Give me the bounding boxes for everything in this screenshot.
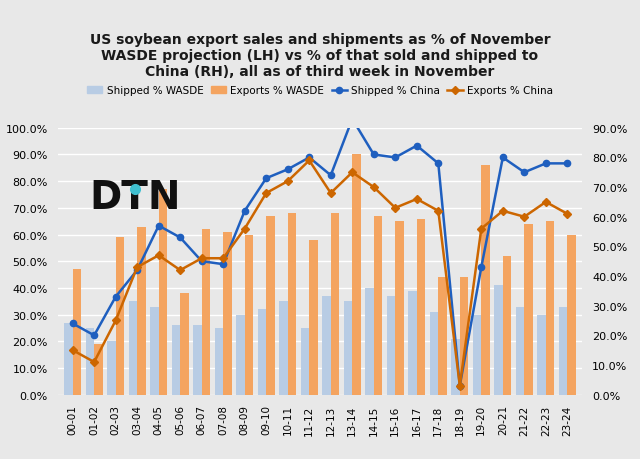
- Bar: [214, 328, 223, 395]
- Bar: [129, 302, 137, 395]
- Bar: [202, 230, 211, 395]
- Bar: [429, 312, 438, 395]
- Bar: [116, 238, 124, 395]
- Bar: [524, 224, 533, 395]
- Bar: [301, 328, 309, 395]
- Text: DTN: DTN: [89, 179, 180, 216]
- Bar: [374, 216, 382, 395]
- Bar: [537, 315, 546, 395]
- Bar: [438, 278, 447, 395]
- Bar: [137, 227, 146, 395]
- Bar: [64, 323, 73, 395]
- Bar: [408, 291, 417, 395]
- Bar: [387, 296, 396, 395]
- Bar: [352, 155, 361, 395]
- Bar: [86, 328, 94, 395]
- Bar: [266, 216, 275, 395]
- Bar: [279, 302, 288, 395]
- Bar: [309, 241, 318, 395]
- Bar: [559, 307, 567, 395]
- Bar: [460, 278, 468, 395]
- Bar: [288, 214, 296, 395]
- Bar: [331, 214, 339, 395]
- Bar: [417, 219, 426, 395]
- Bar: [107, 341, 116, 395]
- Bar: [396, 222, 404, 395]
- Bar: [193, 325, 202, 395]
- Bar: [223, 232, 232, 395]
- Bar: [180, 294, 189, 395]
- Bar: [481, 166, 490, 395]
- Bar: [365, 288, 374, 395]
- Bar: [516, 307, 524, 395]
- Bar: [150, 307, 159, 395]
- Legend: Shipped % WASDE, Exports % WASDE, Shipped % China, Exports % China: Shipped % WASDE, Exports % WASDE, Shippe…: [83, 82, 557, 100]
- Title: US soybean export sales and shipments as % of November
WASDE projection (LH) vs : US soybean export sales and shipments as…: [90, 33, 550, 79]
- Bar: [258, 309, 266, 395]
- Bar: [322, 296, 331, 395]
- Bar: [94, 344, 103, 395]
- Bar: [172, 325, 180, 395]
- Bar: [494, 285, 503, 395]
- Bar: [244, 235, 253, 395]
- Bar: [503, 256, 511, 395]
- Bar: [567, 235, 576, 395]
- Bar: [344, 302, 352, 395]
- Bar: [473, 315, 481, 395]
- Bar: [73, 269, 81, 395]
- Bar: [451, 339, 460, 395]
- Bar: [546, 222, 554, 395]
- Bar: [159, 190, 167, 395]
- Bar: [236, 315, 244, 395]
